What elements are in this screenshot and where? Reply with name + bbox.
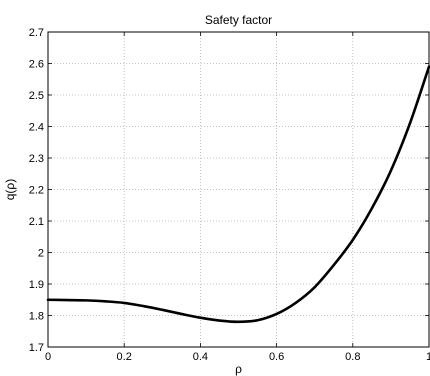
series-layer — [46, 65, 430, 324]
y-axis-title: q(ρ) — [3, 179, 17, 201]
y-tick-label: 2.6 — [29, 59, 44, 71]
y-tick-label: 1.9 — [29, 279, 44, 291]
y-tick-label: 2 — [38, 248, 44, 260]
x-tick-label: 0.8 — [345, 351, 360, 363]
chart-title: Safety factor — [205, 13, 272, 27]
x-tick-label: 0.6 — [269, 351, 284, 363]
y-tick-label: 1.8 — [29, 311, 44, 323]
y-tick-label: 2.7 — [29, 27, 44, 39]
x-tick-label: 0.4 — [193, 351, 208, 363]
x-tick-label: 0.2 — [117, 351, 132, 363]
y-tick-label: 2.5 — [29, 90, 44, 102]
y-tick-label: 1.7 — [29, 342, 44, 354]
y-tick-label: 2.1 — [29, 216, 44, 228]
y-tick-label: 2.4 — [29, 122, 44, 134]
y-tick-label: 2.3 — [29, 153, 44, 165]
ticks: 0 0.2 0.4 0.6 0.8 1 1.7 1.8 1.9 2 2.1 2.2 2.3 2.4 2.5 2… — [29, 27, 430, 363]
q-profile-line — [46, 65, 430, 324]
x-tick-label: 0 — [45, 351, 51, 363]
x-tick-label: 1 — [426, 351, 430, 363]
y-tick-label: 2.2 — [29, 185, 44, 197]
x-axis-title: ρ — [235, 362, 242, 376]
grid — [48, 32, 429, 347]
